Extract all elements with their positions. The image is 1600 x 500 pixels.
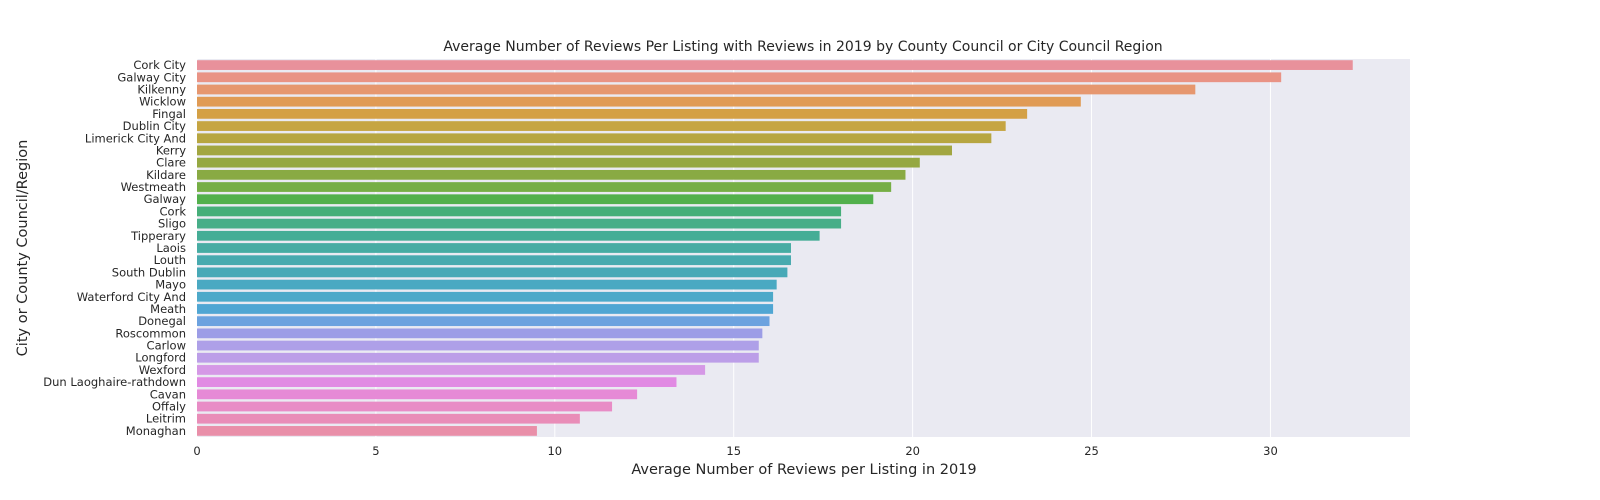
bar xyxy=(197,365,706,375)
y-tick-label: South Dublin xyxy=(112,265,186,279)
y-tick-label: Kildare xyxy=(146,168,186,182)
y-tick-label: Tipperary xyxy=(130,229,186,243)
y-tick-label: Kerry xyxy=(156,143,186,157)
y-tick-label: Leitrim xyxy=(146,412,186,426)
bar xyxy=(197,218,842,229)
bar xyxy=(197,279,777,290)
y-tick-label: Wexford xyxy=(139,363,186,377)
bar xyxy=(197,352,759,363)
x-tick-label: 25 xyxy=(1084,444,1099,458)
y-tick-label: Donegal xyxy=(138,314,186,328)
y-tick-label: Dublin City xyxy=(123,119,187,133)
bar xyxy=(197,108,1028,119)
x-axis-label: Average Number of Reviews per Listing in… xyxy=(631,462,976,478)
x-tick-label: 0 xyxy=(193,444,200,458)
y-tick-label: Monaghan xyxy=(126,424,186,438)
bar xyxy=(197,230,820,241)
y-tick-label: Sligo xyxy=(158,217,186,231)
y-axis-label: City or County Council/Region xyxy=(15,140,31,357)
y-tick-label: Waterford City And xyxy=(77,290,186,304)
bar xyxy=(197,60,1353,70)
y-tick-label: Longford xyxy=(135,351,186,365)
y-tick-label: Galway xyxy=(144,192,187,206)
bar xyxy=(197,194,874,205)
y-tick-label: Clare xyxy=(156,156,186,170)
bar xyxy=(197,389,638,400)
x-tick-label: 5 xyxy=(372,444,379,458)
bar xyxy=(197,328,763,339)
bar xyxy=(197,243,791,253)
bar xyxy=(197,133,992,144)
bar xyxy=(197,96,1081,107)
bar xyxy=(197,267,788,278)
bar xyxy=(197,316,770,327)
bar xyxy=(197,121,1006,131)
y-tick-label: Wicklow xyxy=(139,95,186,109)
chart-title: Average Number of Reviews Per Listing wi… xyxy=(443,39,1162,55)
bar xyxy=(197,72,1282,83)
x-tick-label: 20 xyxy=(905,444,920,458)
y-tick-label: Carlow xyxy=(147,339,186,353)
y-tick-label: Roscommon xyxy=(115,326,186,340)
bar xyxy=(197,157,920,168)
y-tick-label: Louth xyxy=(154,253,186,267)
y-tick-label: Laois xyxy=(156,241,186,255)
x-tick-label: 10 xyxy=(547,444,562,458)
y-tick-label: Dun Laoghaire-rathdown xyxy=(43,375,186,389)
y-tick-label: Cork xyxy=(160,204,187,218)
y-tick-label: Cavan xyxy=(150,387,186,401)
y-tick-label: Offaly xyxy=(152,400,186,414)
x-tick-label: 15 xyxy=(726,444,741,458)
bar xyxy=(197,84,1196,95)
bar xyxy=(197,291,774,302)
bar xyxy=(197,413,580,424)
bar xyxy=(197,255,791,266)
bar xyxy=(197,145,952,156)
y-tick-label: Galway City xyxy=(117,70,186,84)
x-tick-label: 30 xyxy=(1263,444,1278,458)
bar xyxy=(197,182,892,192)
y-tick-label: Cork City xyxy=(133,58,186,72)
y-tick-label: Meath xyxy=(150,302,186,316)
bar xyxy=(197,206,842,217)
y-tick-label: Kilkenny xyxy=(137,82,186,96)
bar xyxy=(197,304,774,314)
y-tick-label: Fingal xyxy=(152,107,186,121)
y-tick-label: Westmeath xyxy=(121,180,186,194)
bar xyxy=(197,401,613,412)
bar xyxy=(197,169,906,180)
y-tick-label: Mayo xyxy=(155,278,186,292)
bar xyxy=(197,426,537,436)
bar xyxy=(197,377,677,388)
y-tick-label: Limerick City And xyxy=(85,131,186,145)
bar xyxy=(197,340,759,351)
